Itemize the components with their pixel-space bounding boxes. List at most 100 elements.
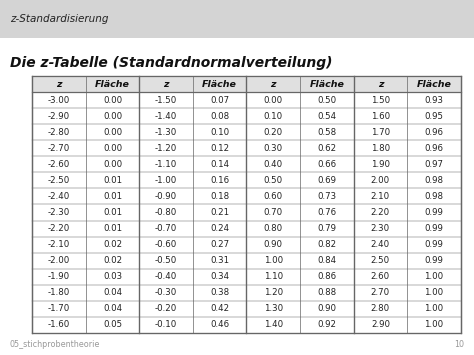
Text: 0.70: 0.70 bbox=[264, 208, 283, 217]
Text: 0.80: 0.80 bbox=[264, 224, 283, 233]
Text: -1.80: -1.80 bbox=[48, 288, 70, 297]
Bar bbox=[32, 76, 461, 92]
Text: 2.80: 2.80 bbox=[371, 304, 390, 313]
Text: 0.04: 0.04 bbox=[103, 288, 122, 297]
Text: -1.60: -1.60 bbox=[48, 321, 70, 329]
Text: 0.96: 0.96 bbox=[424, 144, 444, 153]
Text: 0.88: 0.88 bbox=[317, 288, 337, 297]
Text: -1.00: -1.00 bbox=[155, 176, 177, 185]
Text: 2.10: 2.10 bbox=[371, 192, 390, 201]
Text: 0.62: 0.62 bbox=[317, 144, 337, 153]
Text: 1.80: 1.80 bbox=[371, 144, 390, 153]
Text: 1.60: 1.60 bbox=[371, 111, 390, 121]
Text: 0.34: 0.34 bbox=[210, 272, 229, 281]
Text: 2.70: 2.70 bbox=[371, 288, 390, 297]
Text: 0.00: 0.00 bbox=[103, 160, 122, 169]
Text: z: z bbox=[271, 80, 276, 88]
Text: 0.79: 0.79 bbox=[317, 224, 337, 233]
Text: -2.80: -2.80 bbox=[48, 128, 70, 137]
Text: 0.99: 0.99 bbox=[425, 256, 443, 265]
Text: 0.02: 0.02 bbox=[103, 240, 122, 249]
Text: 2.40: 2.40 bbox=[371, 240, 390, 249]
Text: -1.20: -1.20 bbox=[155, 144, 177, 153]
Text: 1.50: 1.50 bbox=[371, 95, 390, 105]
Text: 0.01: 0.01 bbox=[103, 224, 122, 233]
Text: 0.99: 0.99 bbox=[425, 208, 443, 217]
Text: 0.98: 0.98 bbox=[424, 176, 444, 185]
Text: 1.00: 1.00 bbox=[424, 272, 444, 281]
Text: 0.99: 0.99 bbox=[425, 224, 443, 233]
Text: 0.18: 0.18 bbox=[210, 192, 229, 201]
Text: 2.60: 2.60 bbox=[371, 272, 390, 281]
Text: -1.30: -1.30 bbox=[155, 128, 177, 137]
Text: -1.50: -1.50 bbox=[155, 95, 177, 105]
Text: -2.50: -2.50 bbox=[48, 176, 70, 185]
Text: 1.30: 1.30 bbox=[264, 304, 283, 313]
Text: 1.10: 1.10 bbox=[264, 272, 283, 281]
Text: 0.69: 0.69 bbox=[317, 176, 337, 185]
Text: 0.20: 0.20 bbox=[264, 128, 283, 137]
Text: 1.20: 1.20 bbox=[264, 288, 283, 297]
Text: 0.08: 0.08 bbox=[210, 111, 229, 121]
Text: 0.40: 0.40 bbox=[264, 160, 283, 169]
Text: Fläche: Fläche bbox=[95, 80, 130, 88]
Text: 0.31: 0.31 bbox=[210, 256, 229, 265]
Text: -0.50: -0.50 bbox=[155, 256, 177, 265]
Text: -2.60: -2.60 bbox=[48, 160, 70, 169]
Bar bbox=[32, 76, 461, 333]
Text: 0.16: 0.16 bbox=[210, 176, 229, 185]
Text: 1.90: 1.90 bbox=[371, 160, 390, 169]
Text: -2.40: -2.40 bbox=[48, 192, 70, 201]
Text: 0.50: 0.50 bbox=[264, 176, 283, 185]
Text: -0.40: -0.40 bbox=[155, 272, 177, 281]
Text: -0.70: -0.70 bbox=[155, 224, 177, 233]
Text: -1.90: -1.90 bbox=[48, 272, 70, 281]
Text: z-Standardisierung: z-Standardisierung bbox=[10, 14, 109, 24]
Text: 0.99: 0.99 bbox=[425, 240, 443, 249]
Text: 0.00: 0.00 bbox=[103, 95, 122, 105]
Text: 1.00: 1.00 bbox=[424, 304, 444, 313]
Text: Fläche: Fläche bbox=[202, 80, 237, 88]
Text: 0.90: 0.90 bbox=[264, 240, 283, 249]
Text: 0.84: 0.84 bbox=[317, 256, 337, 265]
Text: 0.96: 0.96 bbox=[424, 128, 444, 137]
Text: 0.50: 0.50 bbox=[317, 95, 337, 105]
Text: 0.01: 0.01 bbox=[103, 208, 122, 217]
Text: -2.70: -2.70 bbox=[48, 144, 70, 153]
Text: 0.05: 0.05 bbox=[103, 321, 122, 329]
Text: 2.20: 2.20 bbox=[371, 208, 390, 217]
Text: 0.58: 0.58 bbox=[317, 128, 337, 137]
Text: 0.92: 0.92 bbox=[317, 321, 337, 329]
Text: 0.04: 0.04 bbox=[103, 304, 122, 313]
Text: 0.90: 0.90 bbox=[317, 304, 337, 313]
Text: 0.01: 0.01 bbox=[103, 176, 122, 185]
Text: -2.00: -2.00 bbox=[48, 256, 70, 265]
Text: z: z bbox=[56, 80, 62, 88]
Text: 0.07: 0.07 bbox=[210, 95, 229, 105]
Text: 0.14: 0.14 bbox=[210, 160, 229, 169]
Text: Die z-Tabelle (Standardnormalverteilung): Die z-Tabelle (Standardnormalverteilung) bbox=[10, 56, 332, 70]
Text: 0.10: 0.10 bbox=[210, 128, 229, 137]
Text: 0.73: 0.73 bbox=[317, 192, 337, 201]
Text: 0.01: 0.01 bbox=[103, 192, 122, 201]
Text: 0.42: 0.42 bbox=[210, 304, 229, 313]
Text: -3.00: -3.00 bbox=[48, 95, 70, 105]
Bar bbox=[0, 0, 474, 38]
Text: 0.02: 0.02 bbox=[103, 256, 122, 265]
Text: 05_stichprobentheorie: 05_stichprobentheorie bbox=[10, 340, 100, 349]
Text: 0.00: 0.00 bbox=[264, 95, 283, 105]
Text: 0.54: 0.54 bbox=[317, 111, 337, 121]
Text: -0.90: -0.90 bbox=[155, 192, 177, 201]
Text: -2.10: -2.10 bbox=[48, 240, 70, 249]
Text: -0.30: -0.30 bbox=[155, 288, 177, 297]
Text: 0.93: 0.93 bbox=[424, 95, 444, 105]
Text: 2.90: 2.90 bbox=[371, 321, 390, 329]
Text: 2.30: 2.30 bbox=[371, 224, 390, 233]
Text: 0.98: 0.98 bbox=[424, 192, 444, 201]
Text: Fläche: Fläche bbox=[417, 80, 451, 88]
Text: 0.24: 0.24 bbox=[210, 224, 229, 233]
Text: 1.00: 1.00 bbox=[424, 288, 444, 297]
Text: 2.50: 2.50 bbox=[371, 256, 390, 265]
Text: 0.82: 0.82 bbox=[317, 240, 337, 249]
Text: -0.60: -0.60 bbox=[155, 240, 177, 249]
